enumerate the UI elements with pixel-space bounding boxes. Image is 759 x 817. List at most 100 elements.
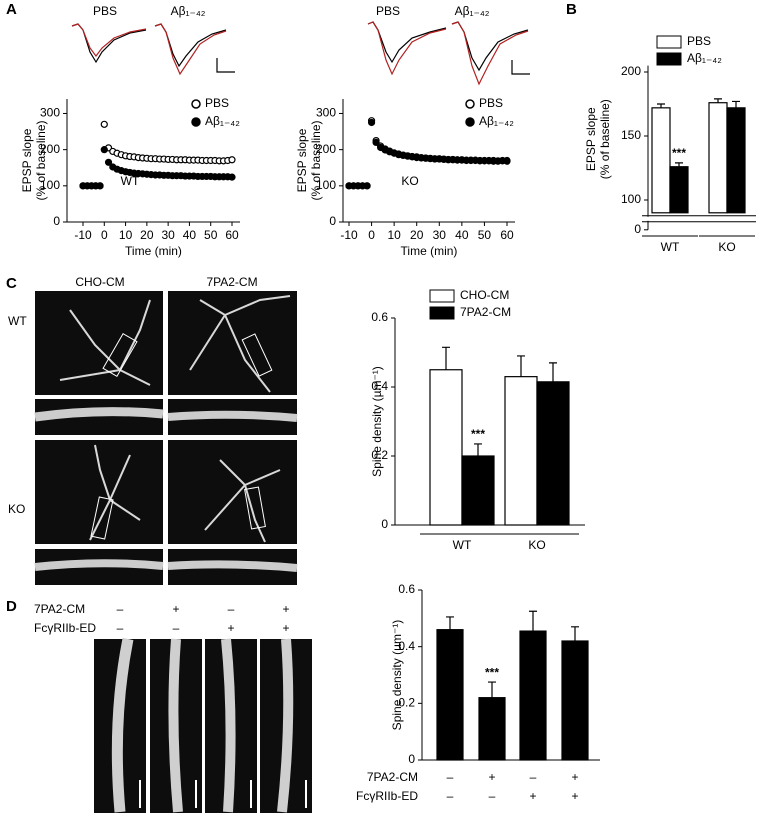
y-tick-label: 100 — [316, 178, 336, 192]
bar — [519, 630, 547, 761]
condition-value: – — [489, 789, 496, 803]
y-tick-label: 0 — [53, 214, 60, 228]
data-point — [372, 138, 380, 147]
y-tick-label: 0 — [381, 517, 388, 531]
micrograph — [35, 291, 163, 395]
condition-value: + — [529, 789, 536, 803]
error-bar — [549, 362, 557, 382]
bar — [708, 102, 728, 214]
y-tick-label: 0 — [329, 214, 336, 228]
condition-value: + — [172, 602, 179, 616]
roi-boxes — [90, 332, 273, 540]
y-tick-label: 0.6 — [398, 582, 415, 596]
condition-value: + — [282, 602, 289, 616]
x-tick-label: 0 — [101, 228, 108, 242]
data-point — [228, 173, 236, 181]
data-point — [96, 182, 104, 190]
y-tick-label: 300 — [316, 106, 336, 120]
data-point — [503, 157, 511, 165]
trace-label: Aβ₁₋₄₂ — [171, 4, 206, 18]
y-tick-label: 200 — [621, 64, 641, 78]
y-axis-label: EPSP slope — [295, 128, 309, 192]
bar — [429, 369, 463, 526]
y-axis-label: EPSP slope — [20, 128, 34, 192]
y-tick-label: 0 — [634, 222, 641, 236]
x-tick-label: -10 — [340, 228, 358, 242]
legend-marker — [465, 99, 475, 109]
legend-label: Aβ₁₋₄₂ — [205, 114, 240, 128]
bar — [726, 107, 746, 214]
bar — [461, 455, 495, 526]
y-tick-label: 200 — [40, 142, 60, 156]
x-tick-label: 10 — [119, 228, 133, 242]
trace — [154, 23, 227, 76]
error-bar — [474, 443, 482, 456]
x-tick-label: 10 — [387, 228, 401, 242]
condition-value: + — [571, 789, 578, 803]
micrograph — [35, 440, 163, 544]
y-axis-label: (% of baseline) — [598, 99, 612, 179]
x-tick-label: 60 — [500, 228, 514, 242]
legend-marker — [191, 117, 201, 127]
panel-label: B — [566, 1, 577, 18]
micrograph — [168, 291, 297, 395]
bar — [651, 107, 671, 214]
error-bar — [571, 626, 579, 641]
trace — [71, 23, 147, 57]
x-tick-label: WT — [661, 240, 680, 254]
legend-swatch — [656, 52, 682, 66]
scale-bar — [511, 60, 530, 75]
scale-bars — [139, 780, 307, 808]
x-tick-label: WT — [453, 538, 472, 552]
condition-value: + — [227, 621, 234, 635]
condition-name: 7PA2-CM — [34, 602, 85, 616]
y-axis-label: (% of baseline) — [309, 120, 323, 200]
y-tick-label: 100 — [40, 178, 60, 192]
trace-label: Aβ₁₋₄₂ — [455, 4, 490, 18]
y-tick-label: 100 — [621, 192, 641, 206]
x-axis-label: Time (min) — [401, 244, 458, 258]
legend-marker — [465, 117, 475, 127]
data-point — [367, 118, 376, 127]
condition-value: + — [488, 770, 495, 784]
x-axis-label: Time (min) — [125, 244, 182, 258]
condition-value: – — [117, 602, 124, 616]
bar — [504, 376, 538, 526]
y-tick-label: 0.2 — [398, 696, 415, 710]
condition-value: – — [173, 621, 180, 635]
x-tick-label: KO — [528, 538, 545, 552]
condition-value: – — [447, 770, 454, 784]
data-point — [228, 156, 236, 164]
trace — [451, 21, 529, 86]
legend-label: CHO-CM — [460, 288, 509, 302]
y-tick-label: 0.2 — [371, 448, 388, 462]
legend-swatch — [429, 289, 455, 303]
panel-label: C — [6, 275, 17, 292]
condition-value: + — [282, 621, 289, 635]
image-row-label: KO — [8, 502, 25, 516]
x-tick-label: 20 — [410, 228, 424, 242]
legend-label: 7PA2-CM — [460, 305, 511, 319]
x-tick-label: 40 — [455, 228, 469, 242]
error-bar — [657, 103, 665, 108]
annotation: WT — [121, 174, 140, 188]
condition-value: – — [117, 621, 124, 635]
y-tick-label: 300 — [40, 106, 60, 120]
error-bar — [529, 610, 537, 632]
y-tick-label: 0.4 — [398, 639, 415, 653]
y-axis-label: (% of baseline) — [34, 120, 48, 200]
scale-bar — [216, 58, 235, 73]
trace — [367, 21, 447, 64]
x-tick-label: 50 — [204, 228, 218, 242]
condition-value: + — [571, 770, 578, 784]
y-tick-label: 0.6 — [371, 310, 388, 324]
condition-name: 7PA2-CM — [367, 770, 418, 784]
x-tick-label: 0 — [368, 228, 375, 242]
legend-swatch — [656, 35, 682, 49]
traces: PBS Aβ₁₋₄₂ PBS Aβ₁₋₄₂ — [71, 4, 530, 86]
y-axis-label: Spine density (µm⁻¹) — [390, 620, 404, 731]
x-tick-label: 40 — [183, 228, 197, 242]
